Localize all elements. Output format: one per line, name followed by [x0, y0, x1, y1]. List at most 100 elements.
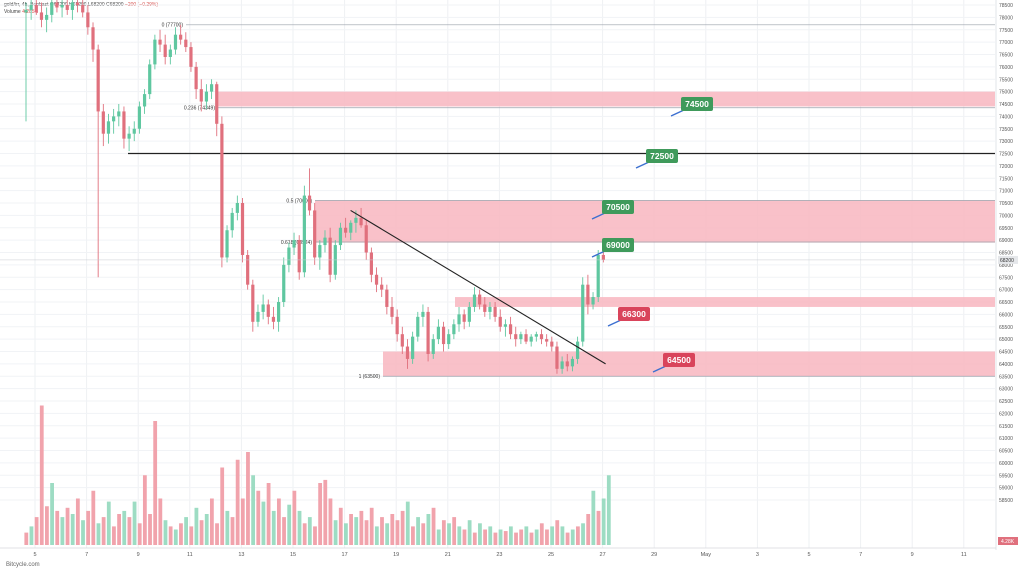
volume-bar: [328, 498, 333, 545]
price-target-label: 72500: [635, 149, 678, 169]
candle-body: [297, 240, 301, 273]
volume-bar: [142, 475, 147, 545]
volume-bar: [380, 517, 384, 545]
volume-bar: [586, 514, 591, 545]
candle-body: [225, 230, 229, 258]
label-box: [681, 97, 713, 111]
volume-bar: [70, 514, 75, 545]
candle-body: [534, 334, 538, 337]
candle-body: [235, 203, 239, 213]
y-axis-tick: 78500: [999, 3, 1013, 9]
candle-body: [50, 2, 54, 15]
volume-bar: [45, 506, 49, 545]
volume-bar: [395, 520, 400, 545]
candle-body: [39, 12, 44, 20]
candle-body: [153, 39, 157, 65]
x-axis-tick: 23: [496, 552, 502, 558]
x-axis-tick: 17: [342, 552, 348, 558]
y-axis-tick: 70500: [999, 201, 1013, 207]
price-target-label: 66300: [607, 307, 650, 327]
volume-bar: [565, 532, 570, 545]
y-axis-tick: 66500: [999, 300, 1013, 306]
candle-body: [184, 39, 188, 48]
candle-body: [565, 361, 569, 367]
candle-body: [369, 252, 373, 275]
label-pointer: [607, 319, 622, 327]
candle-body: [209, 84, 214, 92]
watermark: Bitcycle.com: [6, 562, 40, 568]
volume-bar: [230, 517, 235, 545]
volume-bar: [364, 520, 369, 545]
y-axis-tick: 77000: [999, 40, 1013, 46]
candle-body: [75, 2, 80, 5]
candle-body: [503, 324, 508, 327]
candle-body: [498, 316, 502, 327]
volume-bar: [34, 517, 39, 545]
candle-body: [215, 84, 219, 124]
y-axis-tick: 62000: [999, 411, 1013, 417]
candle-body: [266, 304, 270, 317]
volume-bar: [235, 459, 240, 545]
candle-body: [545, 339, 549, 342]
candle-body: [380, 284, 384, 290]
volume-bar: [369, 507, 374, 545]
volume-bar: [112, 526, 116, 545]
candle-body: [411, 336, 415, 359]
candle-body: [282, 264, 286, 302]
volume-bar: [452, 517, 457, 545]
volume-bar: [426, 514, 431, 545]
x-axis-tick: 7: [859, 552, 862, 558]
fib-level-label: 0.618 (68924): [281, 240, 312, 246]
candle-body: [261, 304, 265, 312]
volume-bar: [39, 405, 44, 545]
label-box: [663, 353, 695, 367]
volume-bar: [297, 510, 302, 545]
candle-body: [313, 210, 317, 258]
volume-bar: [354, 517, 359, 545]
volume-bar: [122, 510, 127, 545]
candle-body: [328, 237, 332, 275]
y-axis-tick: 63000: [999, 387, 1013, 393]
volume-bar: [240, 498, 245, 545]
candle-body: [441, 326, 446, 345]
y-axis-tick: 73500: [999, 127, 1013, 133]
candle-body: [142, 94, 147, 107]
volume-bar: [220, 467, 225, 545]
y-axis-tick: 74000: [999, 114, 1013, 120]
volume-bar: [199, 520, 204, 545]
candle-body: [168, 49, 172, 57]
volume-bar: [441, 520, 446, 545]
trendline: [350, 209, 606, 365]
volume-bar: [478, 523, 482, 545]
volume-bar: [307, 517, 312, 545]
candle-body: [514, 334, 518, 340]
candle-body: [349, 222, 353, 233]
candle-body: [447, 334, 451, 345]
candle-body: [271, 316, 276, 322]
y-axis-tick: 61500: [999, 424, 1013, 430]
candle-body: [194, 66, 198, 90]
price-target-label: 74500: [670, 97, 713, 117]
volume-bar: [421, 523, 426, 545]
volume-bar: [601, 498, 606, 545]
x-axis-tick: 15: [290, 552, 296, 558]
fib-level-label: 0.5 (70600): [286, 198, 312, 204]
candle-body: [374, 274, 379, 285]
fib-level-label: 0.236 (74349): [184, 106, 215, 112]
x-axis-tick: May: [701, 552, 712, 558]
y-axis-tick: 65500: [999, 325, 1013, 331]
volume-bar: [318, 483, 323, 545]
volume-bar: [75, 498, 80, 545]
volume-bar: [173, 529, 178, 545]
volume-bar: [560, 526, 565, 545]
volume-bar: [606, 475, 611, 545]
candle-body: [34, 5, 38, 13]
y-axis-tick: 60000: [999, 461, 1013, 467]
candle-body: [60, 5, 64, 8]
candle-body: [112, 116, 116, 122]
volume-bar: [266, 483, 271, 545]
candle-body: [359, 217, 363, 226]
candle-body: [45, 14, 49, 20]
y-axis-tick: 60500: [999, 449, 1013, 455]
